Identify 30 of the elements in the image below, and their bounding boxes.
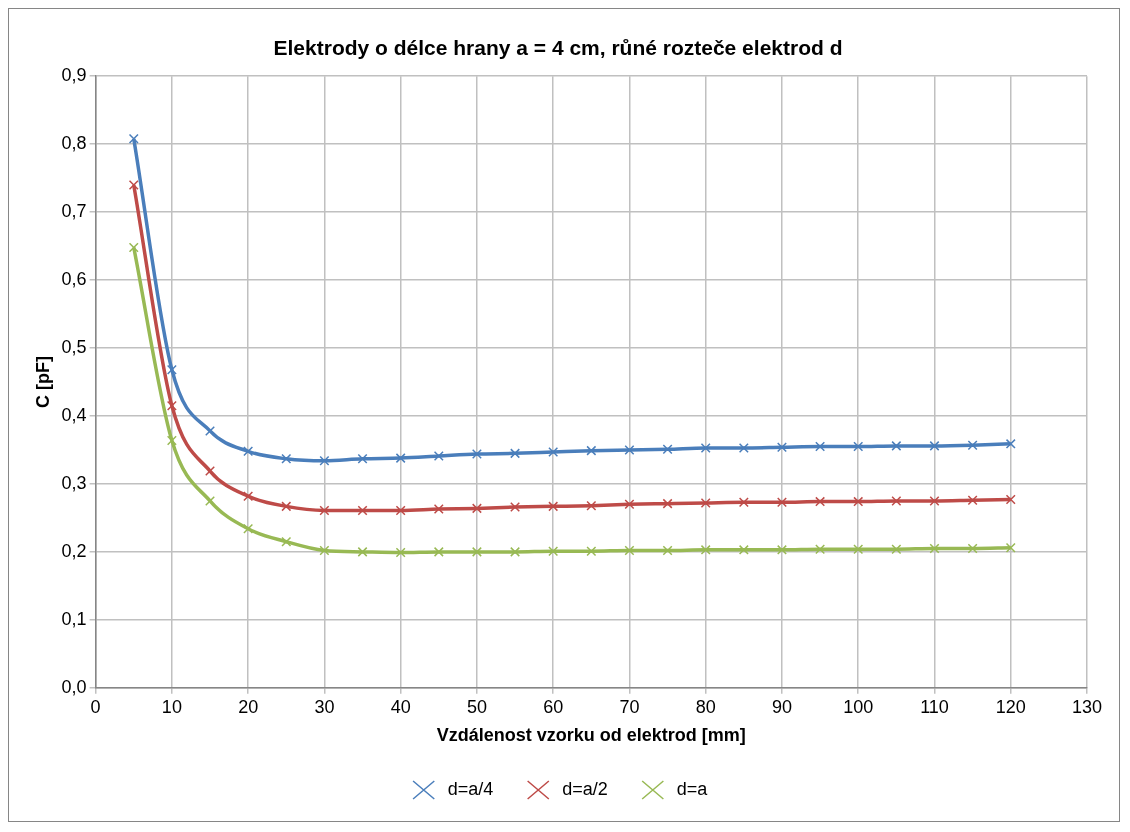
x-tick-label: 40 <box>390 696 411 717</box>
x-tick-label: 120 <box>995 696 1026 717</box>
y-tick-label: 0,9 <box>61 65 87 86</box>
y-tick-label: 0,6 <box>61 269 87 290</box>
y-tick-label: 0,5 <box>61 336 87 357</box>
x-tick-label: 70 <box>619 696 640 717</box>
y-axis-title: C [pF] <box>32 356 53 408</box>
x-tick-label: 20 <box>238 696 259 717</box>
legend-label: d=a/2 <box>562 778 608 799</box>
y-tick-label: 0,7 <box>61 201 87 222</box>
x-tick-label: 30 <box>314 696 335 717</box>
x-tick-label: 130 <box>1071 696 1103 717</box>
x-tick-label: 100 <box>843 696 874 717</box>
legend-label: d=a <box>676 778 709 799</box>
x-tick-label: 10 <box>161 696 182 717</box>
x-tick-label: 90 <box>771 696 792 717</box>
x-tick-label: 50 <box>466 696 487 717</box>
chart-title: Elektrody o délce hrany a = 4 cm, růné rozteče elektrod d <box>273 36 843 60</box>
y-tick-label: 0,1 <box>61 608 87 629</box>
x-tick-label: 60 <box>543 696 564 717</box>
y-tick-label: 0,2 <box>61 540 87 561</box>
x-tick-label: 110 <box>920 696 949 717</box>
y-tick-label: 0,3 <box>61 472 87 493</box>
x-axis-title: Vzdálenost vzorku od elektrod [mm] <box>436 725 746 746</box>
x-tick-label: 0 <box>90 696 101 717</box>
y-tick-label: 0,4 <box>61 404 87 425</box>
y-tick-label: 0,0 <box>61 676 87 697</box>
y-tick-label: 0,8 <box>61 133 87 154</box>
legend-label: d=a/4 <box>447 778 494 799</box>
x-tick-label: 80 <box>695 696 716 717</box>
